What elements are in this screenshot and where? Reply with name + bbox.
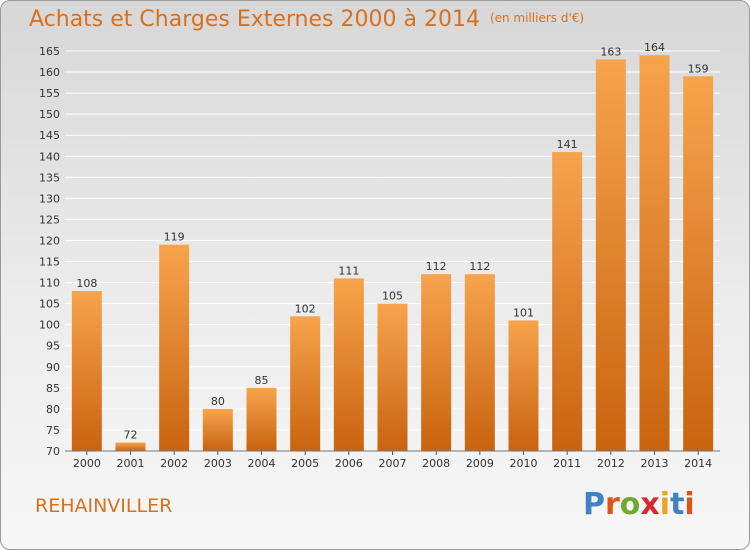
bar bbox=[552, 152, 583, 452]
y-tick-label: 80 bbox=[46, 403, 60, 416]
y-tick-label: 110 bbox=[39, 277, 60, 290]
data-label: 112 bbox=[469, 260, 490, 273]
y-tick-label: 90 bbox=[46, 361, 60, 374]
bar bbox=[639, 55, 670, 452]
bar bbox=[683, 76, 714, 452]
data-label: 119 bbox=[164, 231, 185, 244]
data-label: 101 bbox=[513, 306, 534, 319]
logo-letter: i bbox=[659, 487, 671, 522]
data-label: 112 bbox=[426, 260, 447, 273]
data-label: 164 bbox=[644, 41, 665, 54]
y-tick-label: 155 bbox=[39, 87, 60, 100]
y-tick-label: 140 bbox=[39, 150, 60, 163]
y-tick-label: 130 bbox=[39, 192, 60, 205]
proxiti-logo[interactable]: Proxiti bbox=[583, 487, 695, 522]
y-tick-label: 165 bbox=[39, 45, 60, 58]
bar bbox=[290, 316, 321, 451]
y-axis-ticks: 70 75 80 85 90 95 100 105 110 115 120 125 130 135 140 1… bbox=[39, 45, 60, 458]
bar bbox=[202, 408, 233, 451]
x-tick-label: 2000 bbox=[73, 457, 101, 470]
bar bbox=[333, 278, 364, 451]
bar bbox=[508, 320, 539, 451]
data-label: 72 bbox=[124, 429, 138, 442]
data-label: 85 bbox=[255, 374, 269, 387]
y-tick-label: 125 bbox=[39, 213, 60, 226]
y-tick-label: 120 bbox=[39, 234, 60, 247]
data-label: 80 bbox=[211, 395, 225, 408]
x-axis-ticks: 2000 2001 2002 2003 2004 2005 2006 2007 2008 2009… bbox=[65, 450, 720, 470]
y-tick-label: 115 bbox=[39, 256, 60, 269]
logo-letter: r bbox=[605, 487, 620, 522]
x-tick-label: 2002 bbox=[160, 457, 188, 470]
bar bbox=[246, 387, 277, 451]
data-label: 108 bbox=[76, 277, 97, 290]
x-tick-label: 2004 bbox=[248, 457, 276, 470]
y-tick-label: 70 bbox=[46, 445, 60, 458]
bar bbox=[421, 274, 452, 451]
y-tick-label: 100 bbox=[39, 319, 60, 332]
logo-letter: t bbox=[670, 487, 685, 522]
x-tick-label: 2008 bbox=[422, 457, 450, 470]
x-tick-label: 2003 bbox=[204, 457, 232, 470]
data-labels: 108 72 119 80 85 102 111 105 112 112 101 141 163 164 1… bbox=[76, 41, 708, 441]
data-label: 102 bbox=[295, 302, 316, 315]
x-tick-label: 2007 bbox=[379, 457, 407, 470]
x-tick-label: 2010 bbox=[510, 457, 538, 470]
logo-letter: x bbox=[640, 487, 660, 522]
x-tick-label: 2001 bbox=[117, 457, 145, 470]
x-tick-label: 2006 bbox=[335, 457, 363, 470]
chart-unit: (en milliers d'€) bbox=[489, 11, 585, 25]
logo-letter: P bbox=[583, 487, 605, 522]
y-tick-label: 150 bbox=[39, 108, 60, 121]
bar bbox=[115, 442, 146, 451]
data-label: 159 bbox=[688, 62, 709, 75]
commune-name: REHAINVILLER bbox=[35, 495, 173, 517]
y-tick-label: 135 bbox=[39, 171, 60, 184]
chart-title: Achats et Charges Externes 2000 à 2014 (e… bbox=[29, 7, 584, 32]
logo-letter: o bbox=[619, 487, 641, 522]
x-tick-label: 2009 bbox=[466, 457, 494, 470]
chart-title-text: Achats et Charges Externes 2000 à 2014 bbox=[29, 7, 480, 32]
y-tick-label: 145 bbox=[39, 129, 60, 142]
data-label: 105 bbox=[382, 290, 403, 303]
bar bbox=[159, 244, 190, 451]
bars bbox=[71, 55, 714, 452]
y-tick-label: 95 bbox=[46, 340, 60, 353]
bar bbox=[595, 59, 626, 451]
data-label: 163 bbox=[600, 45, 621, 58]
y-tick-label: 85 bbox=[46, 382, 60, 395]
bar bbox=[377, 303, 408, 451]
x-tick-label: 2005 bbox=[291, 457, 319, 470]
y-tick-label: 75 bbox=[46, 424, 60, 437]
logo-letter: i bbox=[684, 487, 695, 522]
data-label: 111 bbox=[338, 264, 359, 277]
x-tick-label: 2011 bbox=[553, 457, 581, 470]
x-tick-label: 2013 bbox=[641, 457, 669, 470]
y-tick-label: 160 bbox=[39, 66, 60, 79]
x-tick-label: 2012 bbox=[597, 457, 625, 470]
bar bbox=[71, 291, 102, 451]
x-tick-label: 2014 bbox=[684, 457, 712, 470]
data-label: 141 bbox=[557, 138, 578, 151]
bar bbox=[464, 274, 495, 451]
y-tick-label: 105 bbox=[39, 298, 60, 311]
